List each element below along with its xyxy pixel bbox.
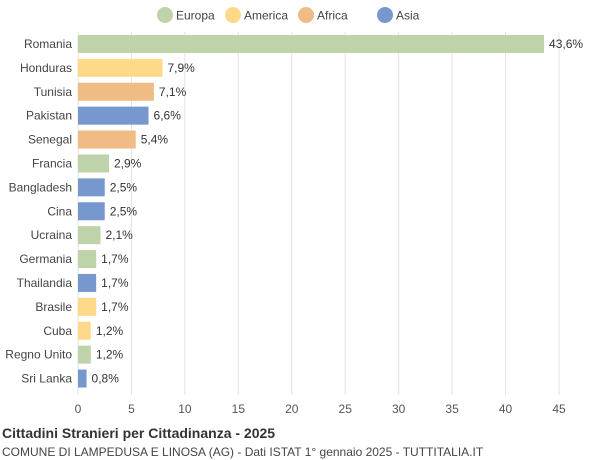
data-label: 7,1%: [159, 85, 187, 99]
bar: [78, 297, 97, 316]
x-tick-label: 10: [178, 402, 192, 416]
category-label: Cina: [47, 204, 72, 218]
bar: [78, 369, 87, 388]
data-label: 6,6%: [154, 109, 182, 123]
bar: [78, 106, 149, 125]
data-label: 2,5%: [110, 204, 138, 218]
x-tick-label: 0: [75, 402, 82, 416]
category-label: Thailandia: [17, 276, 73, 290]
x-axis: 0 5 10 15 20 25 30 35 40 45: [75, 402, 566, 416]
data-label: 1,7%: [101, 252, 129, 266]
category-label: Cuba: [43, 324, 72, 338]
category-label: Brasile: [35, 300, 72, 314]
data-label: 1,7%: [101, 276, 129, 290]
chart-title: Cittadini Stranieri per Cittadinanza - 2…: [2, 425, 276, 441]
bar-chart: Romania Honduras Tunisia Pakistan Senegal Fra…: [5, 7, 584, 416]
bar: [78, 82, 154, 101]
bar: [78, 34, 545, 53]
data-label: 2,5%: [110, 180, 138, 194]
data-label: 43,6%: [549, 37, 583, 51]
bar: [78, 345, 91, 364]
legend-label: Europa: [176, 9, 215, 23]
legend-swatch: [377, 7, 393, 23]
x-tick-label: 40: [499, 402, 513, 416]
bar: [78, 202, 105, 221]
legend-label: Africa: [317, 9, 348, 23]
x-tick-label: 15: [232, 402, 246, 416]
bar: [78, 273, 97, 292]
category-label: Germania: [19, 252, 72, 266]
data-label: 1,2%: [96, 348, 124, 362]
x-tick-label: 5: [128, 402, 135, 416]
data-label: 0,8%: [92, 372, 120, 386]
value-labels: 43,6% 7,9% 7,1% 6,6% 5,4% 2,9% 2,5% 2,5% 2,1% 1,7…: [92, 37, 584, 386]
data-label: 7,9%: [167, 61, 195, 75]
legend-swatch: [157, 7, 173, 23]
x-tick-label: 30: [392, 402, 406, 416]
legend-label: Asia: [396, 9, 420, 23]
category-label: Regno Unito: [5, 348, 72, 362]
category-label: Ucraina: [31, 228, 73, 242]
category-labels: Romania Honduras Tunisia Pakistan Senegal Fra…: [5, 37, 72, 386]
category-label: Senegal: [28, 133, 72, 147]
category-label: Tunisia: [34, 85, 73, 99]
x-tick-label: 20: [285, 402, 299, 416]
bar: [78, 154, 109, 173]
x-tick-label: 25: [339, 402, 353, 416]
legend-label: America: [244, 9, 288, 23]
x-tick-label: 35: [445, 402, 459, 416]
category-label: Honduras: [20, 61, 72, 75]
bar: [78, 58, 163, 77]
data-label: 1,7%: [101, 300, 129, 314]
category-label: Pakistan: [26, 109, 72, 123]
category-label: Sri Lanka: [21, 372, 72, 386]
data-label: 2,9%: [114, 156, 142, 170]
legend-swatch: [225, 7, 241, 23]
category-label: Francia: [32, 156, 72, 170]
bar: [78, 178, 105, 197]
data-label: 1,2%: [96, 324, 124, 338]
bar: [78, 321, 91, 340]
category-label: Romania: [24, 37, 72, 51]
legend-swatch: [298, 7, 314, 23]
bar: [78, 226, 101, 245]
data-label: 2,1%: [105, 228, 133, 242]
bar: [78, 250, 97, 269]
chart-subtitle: COMUNE DI LAMPEDUSA E LINOSA (AG) - Dati…: [2, 445, 484, 459]
legend: Europa America Africa Asia: [157, 7, 420, 23]
bar: [78, 130, 136, 149]
category-label: Bangladesh: [9, 180, 72, 194]
data-label: 5,4%: [141, 133, 169, 147]
bars: [78, 34, 545, 388]
x-tick-label: 45: [552, 402, 566, 416]
